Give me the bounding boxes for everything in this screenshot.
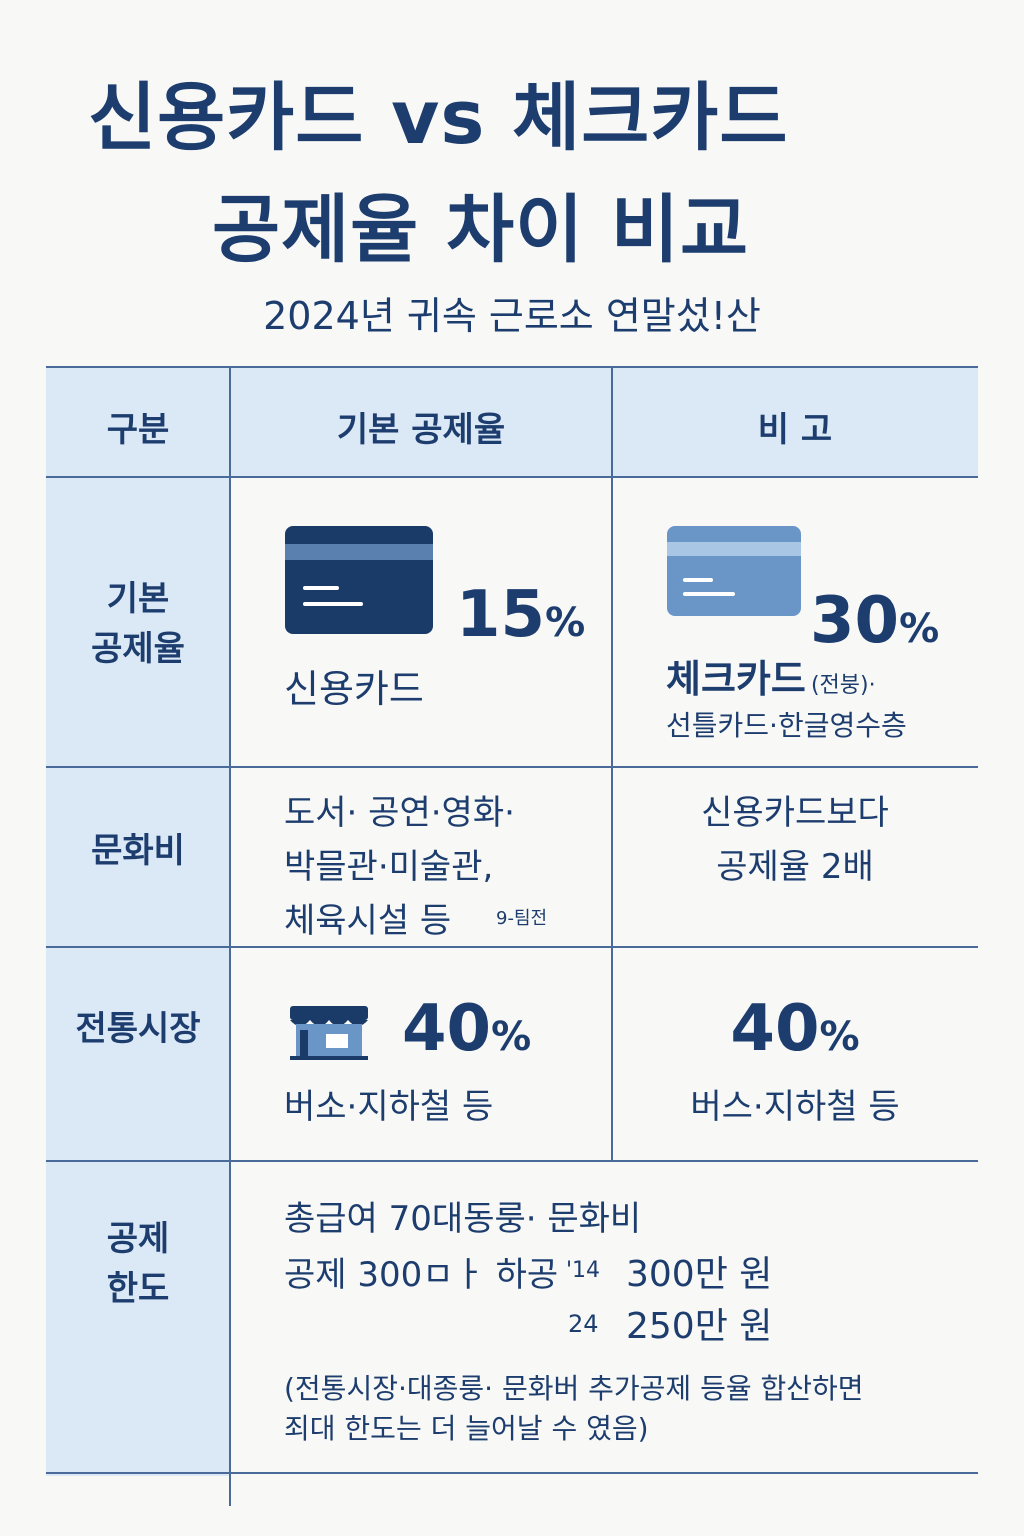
row-label-market: 전통시장 xyxy=(75,1009,201,1049)
check-card-label: 체크카드 (전붕)· xyxy=(666,657,876,701)
market-sub-left: 버소·지하철 등 xyxy=(284,1087,494,1127)
row-label-limit: 공제 한도 xyxy=(106,1219,170,1309)
divider xyxy=(46,766,978,768)
row-label-basic: 기본 공제율 xyxy=(91,579,185,669)
culture-note-2: 공제율 2배 xyxy=(716,847,874,887)
divider xyxy=(611,366,613,1162)
credit-card-label: 신용카드 xyxy=(284,667,424,711)
limit-note-2: 죄대 한도는 더 늘어날 수 였음) xyxy=(284,1412,649,1445)
row-label-culture: 문화비 xyxy=(91,831,185,871)
divider xyxy=(46,1160,978,1162)
divider xyxy=(46,946,978,948)
market-rate-left: 40% xyxy=(402,992,532,1066)
title-line1: 신용카드 vs 체크카드 xyxy=(88,75,789,161)
subtitle: 2024년 귀속 근로소 연말섰!산 xyxy=(263,294,761,338)
divider xyxy=(46,366,978,368)
header-basic-rate: 기본 공제율 xyxy=(336,410,506,450)
divider xyxy=(46,476,978,478)
credit-card-rate: 15% xyxy=(456,578,586,652)
limit-line1: 총급여 70대동룽· 문화비 xyxy=(284,1199,642,1239)
check-card-sublabel: 선틀카드·한글영수층 xyxy=(666,709,907,742)
limit-line3-c: 250만 원 xyxy=(626,1306,773,1347)
market-rate-right: 40% xyxy=(730,992,860,1066)
header-row-bg xyxy=(46,366,978,478)
culture-note-1: 신용카드보다 xyxy=(701,793,889,833)
market-store-icon xyxy=(290,1006,368,1060)
limit-line2-a: 공제 300ㅁㅏ 하공 xyxy=(284,1255,559,1295)
culture-items-2: 박믈관·미술관, xyxy=(284,847,494,887)
market-sub-right: 버스·지하철 등 xyxy=(690,1087,900,1127)
check-card-icon xyxy=(667,526,801,616)
check-card-rate: 30% xyxy=(810,584,940,658)
title-line2: 공제율 차이 비교 xyxy=(212,187,750,273)
limit-line3-b: 24 xyxy=(568,1310,599,1338)
label-column-bg xyxy=(46,478,230,1476)
divider xyxy=(46,1472,978,1474)
divider xyxy=(229,366,231,1506)
culture-items-3: 체육시설 등 xyxy=(284,901,452,941)
credit-card-icon xyxy=(285,526,433,634)
culture-items-1: 도서· 공연·영화· xyxy=(284,793,515,833)
comparison-table: 구분 기본 공제율 비 고 기본 공제율 15% 신용카드 30% 체크카드 (… xyxy=(46,366,978,1506)
header-category: 구분 xyxy=(106,410,170,450)
limit-note-1: (전통시장·대종룽· 문화버 추가공제 등율 합산하면 xyxy=(284,1372,864,1405)
header-remarks: 비 고 xyxy=(757,410,833,450)
limit-line2-b: '14 xyxy=(566,1258,601,1283)
culture-items-tag: 9-팀전 xyxy=(496,908,548,929)
limit-line2-c: 300만 원 xyxy=(626,1254,773,1295)
